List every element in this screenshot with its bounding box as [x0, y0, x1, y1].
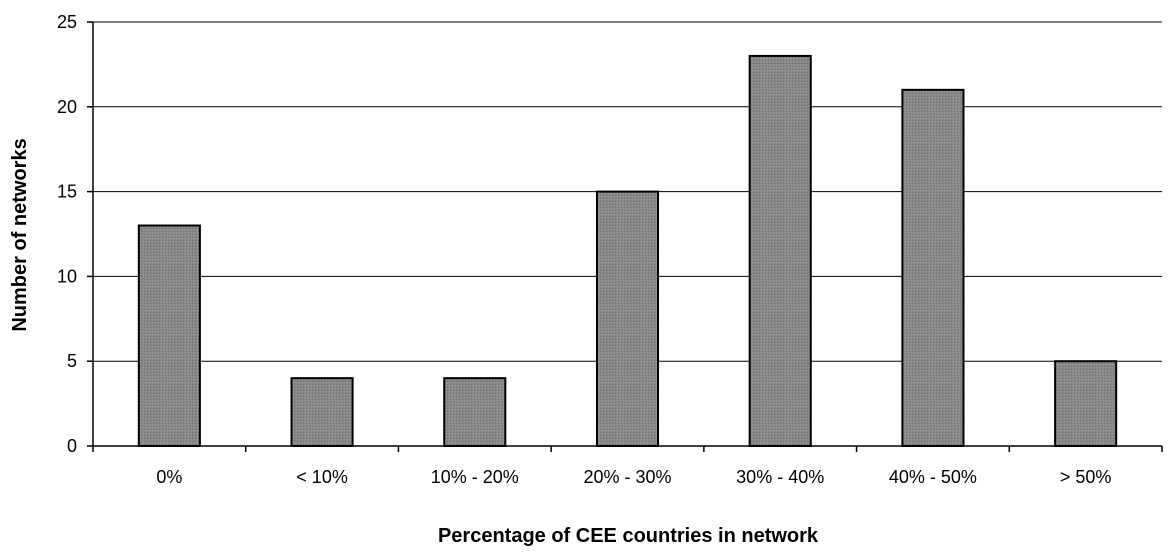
bar	[901, 88, 965, 447]
y-tick-label: 25	[57, 12, 77, 32]
y-tick-label: 5	[67, 351, 77, 371]
x-tick-label: > 50%	[1060, 467, 1112, 487]
bar	[1054, 360, 1118, 448]
axes	[87, 21, 1163, 452]
x-tick-label: 0%	[156, 467, 182, 487]
bar	[595, 190, 660, 447]
y-axis-title: Number of networks	[9, 138, 31, 331]
x-tick-label: < 10%	[296, 467, 348, 487]
y-tick-label: 10	[57, 266, 77, 286]
x-tick-label: 10% - 20%	[431, 467, 519, 487]
bar	[748, 54, 812, 447]
y-tick-label: 15	[57, 182, 77, 202]
x-tick-label: 30% - 40%	[736, 467, 824, 487]
x-axis-title: Percentage of CEE countries in network	[438, 525, 819, 547]
bars	[137, 54, 1118, 448]
x-tick-label: 40% - 50%	[889, 467, 977, 487]
x-tick-label: 20% - 30%	[583, 467, 671, 487]
bar	[290, 377, 354, 447]
x-tick-labels: 0% < 10% 10% - 20% 20% - 30% 30% - 40% 40% - …	[156, 467, 1111, 487]
y-tick-labels: 0 5 10 15 20 25	[57, 12, 77, 456]
y-tick-label: 0	[67, 436, 77, 456]
y-tick-label: 20	[57, 97, 77, 117]
bar	[137, 224, 201, 447]
bar	[443, 377, 507, 447]
